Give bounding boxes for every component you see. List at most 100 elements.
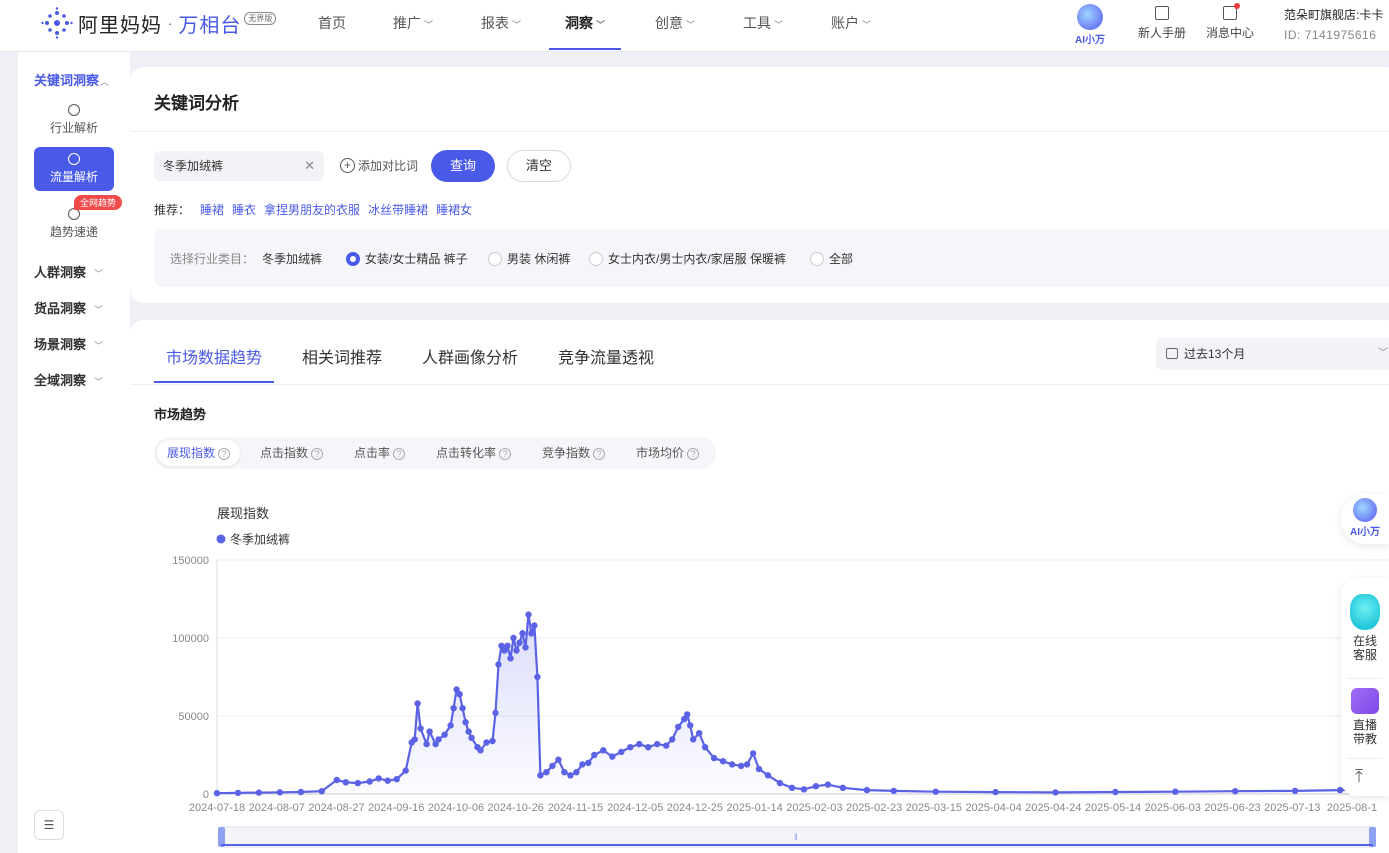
metric-click-index[interactable]: 点击指数?	[250, 440, 333, 466]
data-point[interactable]	[654, 740, 661, 748]
data-point[interactable]	[519, 630, 526, 637]
data-point[interactable]	[468, 734, 475, 741]
metric-competition-index[interactable]: 竞争指数?	[532, 440, 615, 466]
help-icon[interactable]: ?	[393, 448, 406, 460]
data-point[interactable]	[824, 781, 832, 788]
keyword-input[interactable]: 冬季加绒裤 ✕	[154, 151, 324, 181]
zoom-slider-left-handle[interactable]	[218, 827, 225, 847]
data-point[interactable]	[522, 644, 529, 651]
message-center-button[interactable]: 消息中心	[1204, 3, 1256, 41]
brand-logo[interactable]: 阿里妈妈 · 万相台 无界版	[40, 6, 277, 40]
live-teaching-button[interactable]: 直播 带教	[1341, 688, 1389, 746]
data-point[interactable]	[669, 736, 676, 743]
data-point[interactable]	[411, 736, 418, 743]
data-point[interactable]	[687, 722, 694, 729]
data-point[interactable]	[234, 789, 242, 797]
industry-option-womens-pants[interactable]: 女装/女士精品 裤子	[346, 250, 468, 267]
data-point[interactable]	[462, 719, 469, 726]
data-point[interactable]	[701, 744, 709, 751]
metric-conversion-rate[interactable]: 点击转化率?	[426, 440, 521, 466]
data-point[interactable]	[414, 700, 421, 707]
data-point[interactable]	[489, 737, 496, 745]
data-point[interactable]	[1112, 788, 1119, 796]
data-point[interactable]	[534, 673, 541, 681]
data-point[interactable]	[890, 787, 897, 795]
data-point[interactable]	[579, 761, 586, 768]
data-point[interactable]	[932, 788, 939, 795]
zoom-slider-grip-icon[interactable]: ‖	[794, 832, 798, 842]
data-point[interactable]	[465, 728, 472, 735]
data-point[interactable]	[549, 762, 556, 770]
data-point[interactable]	[591, 751, 598, 759]
data-point[interactable]	[492, 709, 499, 717]
data-point[interactable]	[441, 731, 448, 738]
clear-input-icon[interactable]: ✕	[304, 158, 315, 173]
data-point[interactable]	[504, 642, 511, 649]
data-point[interactable]	[501, 647, 508, 654]
nav-creative[interactable]: 创意 ﹀	[625, 0, 725, 50]
nav-insight[interactable]: 洞察 ﹀	[549, 0, 621, 50]
sidebar-omni-insight[interactable]: 全域洞察 ﹀	[34, 370, 103, 389]
data-point[interactable]	[276, 789, 284, 796]
data-point[interactable]	[555, 756, 562, 763]
help-icon[interactable]: ?	[593, 448, 606, 460]
query-button[interactable]: 查询	[431, 150, 495, 182]
data-point[interactable]	[663, 742, 670, 749]
nav-account[interactable]: 账户 ﹀	[801, 0, 901, 50]
back-to-top-icon[interactable]: ⤒	[1355, 766, 1363, 786]
sidebar-scene-insight[interactable]: 场景洞察 ﹀	[34, 334, 103, 353]
data-point[interactable]	[297, 788, 305, 796]
data-point[interactable]	[764, 772, 772, 779]
data-point[interactable]	[384, 777, 391, 784]
data-point[interactable]	[737, 762, 745, 770]
data-point[interactable]	[800, 786, 808, 793]
tab-market-trend[interactable]: 市场数据趋势	[166, 350, 263, 367]
recommendation-link[interactable]: 睡裙	[200, 203, 225, 217]
data-point[interactable]	[684, 711, 691, 718]
data-point[interactable]	[453, 686, 460, 693]
legend-label[interactable]: 冬季加绒裤	[230, 532, 290, 547]
account-info[interactable]: 范朵町旗舰店:卡卡 ID: 7141975616	[1284, 5, 1383, 45]
data-point[interactable]	[531, 622, 538, 629]
data-point[interactable]	[1052, 789, 1059, 796]
data-point[interactable]	[645, 744, 652, 751]
newbie-manual-button[interactable]: 新人手册	[1136, 4, 1188, 41]
data-point[interactable]	[863, 786, 871, 794]
data-point[interactable]	[755, 765, 763, 773]
data-point[interactable]	[426, 728, 433, 735]
float-ai-assistant[interactable]: AI小万	[1341, 494, 1389, 544]
help-icon[interactable]: ?	[218, 448, 231, 460]
data-point[interactable]	[561, 769, 568, 776]
data-point[interactable]	[318, 788, 325, 795]
data-point[interactable]	[1232, 788, 1239, 795]
data-point[interactable]	[681, 715, 688, 723]
data-point[interactable]	[516, 639, 523, 646]
data-point[interactable]	[366, 778, 373, 785]
data-point[interactable]	[507, 655, 514, 662]
data-point[interactable]	[393, 776, 400, 783]
data-point[interactable]	[728, 761, 736, 768]
data-point[interactable]	[375, 775, 382, 782]
recommendation-link[interactable]: 睡衣	[232, 203, 257, 217]
sidebar-keyword-insight[interactable]: 关键词洞察︿	[34, 70, 109, 89]
data-point[interactable]	[510, 634, 517, 642]
tab-competition-traffic[interactable]: 竞争流量透视	[558, 350, 655, 367]
sidebar-crowd-insight[interactable]: 人群洞察 ﹀	[34, 262, 103, 281]
industry-option-mens-casual[interactable]: 男装 休闲裤	[488, 250, 570, 267]
data-point[interactable]	[447, 722, 454, 729]
sidebar-item-industry-analysis[interactable]: 行业解析	[34, 98, 114, 142]
data-point[interactable]	[498, 642, 505, 649]
nav-promotion[interactable]: 推广 ﹀	[369, 0, 457, 50]
data-point[interactable]	[675, 723, 682, 731]
help-icon[interactable]: ?	[311, 448, 324, 460]
data-point[interactable]	[537, 772, 544, 779]
data-point[interactable]	[456, 691, 463, 698]
zoom-slider-right-handle[interactable]	[1369, 827, 1376, 847]
data-point[interactable]	[423, 740, 430, 748]
industry-option-underwear[interactable]: 女士内衣/男士内衣/家居服 保暖裤	[589, 250, 786, 267]
data-point[interactable]	[839, 784, 847, 791]
metric-ctr[interactable]: 点击率?	[344, 440, 415, 466]
tab-related-words[interactable]: 相关词推荐	[302, 350, 383, 367]
data-point[interactable]	[543, 769, 550, 776]
data-point[interactable]	[342, 779, 349, 786]
